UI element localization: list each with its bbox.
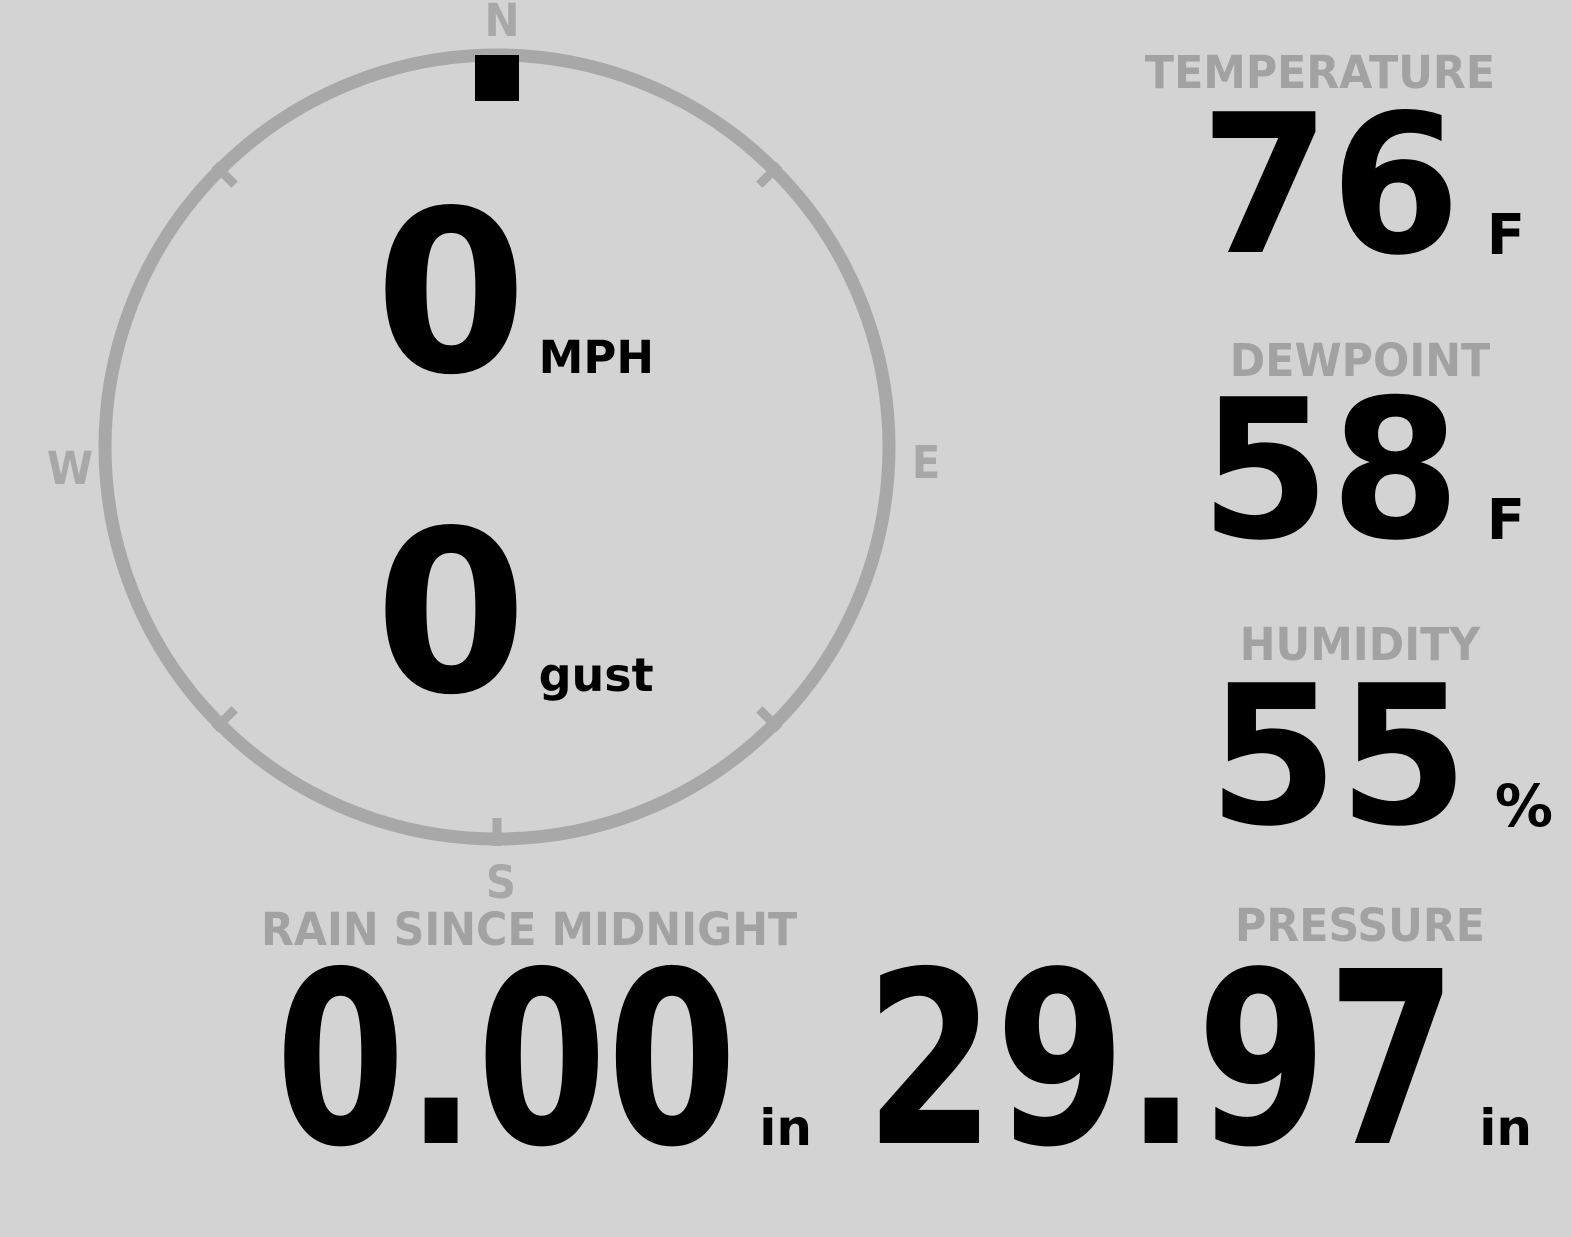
compass-label-north: N xyxy=(484,0,520,47)
humidity-value: 55 xyxy=(1208,644,1469,869)
rain-value: 0.00 xyxy=(275,920,738,1200)
wind-gust-value: 0 xyxy=(375,483,527,745)
humidity-reading: 55 % xyxy=(1200,660,1553,853)
compass-label-south: S xyxy=(485,856,517,909)
temperature-unit: F xyxy=(1486,203,1525,268)
compass-ticks xyxy=(211,161,783,846)
wind-speed-value: 0 xyxy=(375,163,527,425)
dewpoint-value: 58 xyxy=(1200,358,1461,583)
pressure-unit: in xyxy=(1479,1099,1532,1157)
wind-speed-unit: MPH xyxy=(538,331,654,384)
temperature-label: TEMPERATURE xyxy=(1144,46,1496,99)
wind-gust-reading: 0 gust xyxy=(375,502,654,727)
temperature-value: 76 xyxy=(1200,73,1461,298)
pressure-label: PRESSURE xyxy=(1235,899,1485,952)
compass-label-west: W xyxy=(46,442,94,495)
wind-speed-reading: 0 MPH xyxy=(375,182,654,407)
compass-ring xyxy=(98,48,896,846)
dewpoint-unit: F xyxy=(1486,488,1525,553)
wind-gust-unit: gust xyxy=(538,648,654,702)
compass-label-east: E xyxy=(911,436,941,489)
rain-label: RAIN SINCE MIDNIGHT xyxy=(261,903,798,956)
humidity-unit: % xyxy=(1494,772,1553,840)
rain-unit: in xyxy=(759,1099,812,1157)
wind-direction-marker xyxy=(475,55,519,101)
dewpoint-label: DEWPOINT xyxy=(1229,334,1491,387)
dewpoint-reading: 58 F xyxy=(1192,374,1525,567)
pressure-value: 29.97 xyxy=(865,920,1458,1200)
rain-reading: 0.00 in xyxy=(145,940,812,1180)
pressure-reading: 29.97 in xyxy=(698,940,1532,1180)
temperature-reading: 76 F xyxy=(1192,89,1525,282)
humidity-label: HUMIDITY xyxy=(1239,618,1481,671)
